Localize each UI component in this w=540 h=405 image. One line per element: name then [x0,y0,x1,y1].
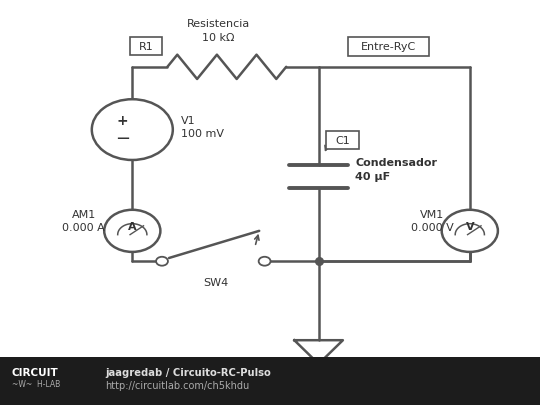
Text: A: A [128,222,137,232]
Text: AM1: AM1 [72,210,96,220]
Circle shape [92,99,173,160]
Text: 40 μF: 40 μF [355,172,390,182]
Text: +: + [117,114,129,128]
Text: 0.000 V: 0.000 V [410,223,454,232]
Text: R1: R1 [138,42,153,51]
Circle shape [104,210,160,252]
Text: 10 kΩ: 10 kΩ [202,34,235,43]
Text: http://circuitlab.com/ch5khdu: http://circuitlab.com/ch5khdu [105,381,249,390]
Text: Resistencia: Resistencia [187,19,251,29]
Bar [0,357,540,405]
Text: VM1: VM1 [420,210,444,220]
Text: V1: V1 [181,117,195,126]
Text: CIRCUIT: CIRCUIT [12,368,59,377]
Text: ~W~  H-LAB: ~W~ H-LAB [12,380,60,389]
Text: C1: C1 [335,136,350,145]
Text: Entre-RyC: Entre-RyC [361,42,416,52]
Text: 100 mV: 100 mV [181,130,224,139]
FancyBboxPatch shape [130,37,162,55]
Circle shape [259,257,271,266]
Text: jaagredab / Circuito-RC-Pulso: jaagredab / Circuito-RC-Pulso [105,368,271,377]
Circle shape [156,257,168,266]
Circle shape [442,210,498,252]
FancyBboxPatch shape [348,37,429,56]
Text: V: V [465,222,474,232]
Text: Condensador: Condensador [355,158,437,168]
FancyBboxPatch shape [326,131,359,149]
Text: −: − [115,130,130,147]
Text: 0.000 A: 0.000 A [62,223,105,232]
Text: SW4: SW4 [204,279,228,288]
